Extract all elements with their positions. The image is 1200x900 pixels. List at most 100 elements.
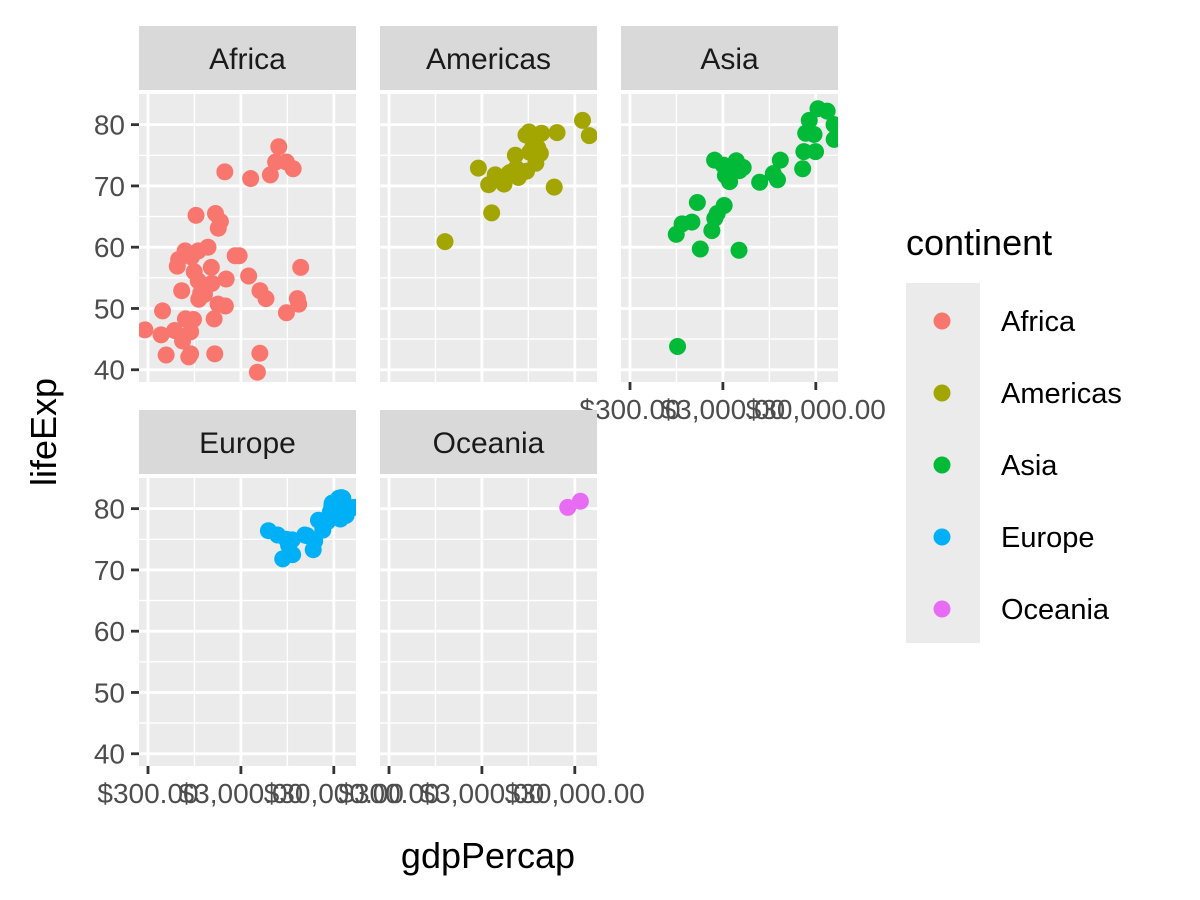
strip-label-americas: Americas	[426, 43, 551, 76]
data-point	[825, 116, 838, 134]
data-point	[251, 344, 269, 362]
data-point	[182, 345, 200, 363]
data-point	[559, 498, 577, 516]
data-point	[248, 363, 266, 381]
data-point	[184, 310, 202, 328]
x-tick-label: $30,000.00	[746, 394, 886, 425]
data-point	[691, 240, 709, 258]
data-point	[571, 492, 589, 510]
data-point	[168, 257, 186, 275]
data-point	[673, 215, 691, 233]
data-point	[727, 152, 745, 170]
data-point	[795, 143, 813, 161]
strip-label-europe: Europe	[199, 427, 296, 460]
panel-africa: Africa 40 50 60 70 80	[94, 26, 356, 386]
points-americas	[436, 111, 597, 251]
grid-americas	[380, 94, 597, 382]
y-tick-label: 50	[94, 293, 125, 324]
data-point	[251, 282, 269, 300]
legend-title: continent	[906, 222, 1052, 263]
points-africa	[139, 138, 310, 381]
data-point	[771, 151, 789, 169]
data-point	[205, 310, 223, 328]
x-tick-label: $300.00	[338, 778, 439, 809]
strip-label-asia: Asia	[700, 43, 759, 76]
data-point	[509, 168, 527, 186]
strip-label-oceania: Oceania	[433, 427, 545, 460]
legend-label: Africa	[1001, 306, 1076, 338]
data-point	[187, 206, 205, 224]
data-point	[524, 138, 542, 156]
data-point	[483, 204, 501, 222]
x-axis-title: gdpPercap	[401, 835, 575, 876]
legend-key	[933, 312, 951, 330]
data-point	[751, 173, 769, 191]
data-point	[242, 170, 260, 188]
strip-label-africa: Africa	[209, 43, 286, 76]
legend-item-asia: Asia	[933, 450, 1058, 482]
data-point	[152, 326, 170, 344]
legend-item-africa: Africa	[933, 306, 1076, 338]
data-point	[545, 178, 563, 196]
data-point	[206, 204, 224, 222]
data-point	[157, 346, 175, 364]
y-tick-label: 60	[94, 232, 125, 263]
y-tick-label: 40	[94, 739, 125, 770]
legend-key	[933, 600, 951, 618]
data-point	[805, 125, 823, 143]
points-oceania	[559, 492, 589, 516]
data-point	[267, 153, 285, 171]
data-point	[306, 532, 324, 550]
data-point	[280, 536, 298, 554]
panel-background-americas	[380, 94, 597, 382]
legend-label: Europe	[1001, 522, 1095, 554]
data-point	[139, 321, 154, 339]
data-point	[173, 282, 191, 300]
data-point	[580, 127, 597, 145]
y-tick-label: 80	[94, 494, 125, 525]
legend: continent Africa Americas Asia Europe Oceani…	[906, 222, 1122, 643]
data-point	[240, 267, 258, 285]
legend-item-oceania: Oceania	[933, 594, 1110, 626]
data-point	[183, 248, 201, 266]
data-point	[190, 290, 208, 308]
data-point	[216, 163, 234, 181]
data-point	[688, 193, 706, 211]
x-tick-label: $3,000.00	[661, 394, 786, 425]
data-point	[764, 165, 782, 183]
data-point	[217, 270, 235, 288]
data-point	[807, 143, 825, 161]
y-tick-label: 70	[94, 555, 125, 586]
legend-label: Oceania	[1001, 594, 1110, 626]
data-point	[809, 100, 827, 118]
grid-africa	[139, 94, 356, 382]
strip-oceania	[380, 410, 597, 474]
panel-asia: Asia$300.00$3,000.00$30,000.00	[579, 26, 886, 425]
data-point	[202, 258, 220, 276]
data-point	[800, 111, 818, 129]
y-tick-label: 60	[94, 616, 125, 647]
legend-label: Americas	[1001, 378, 1122, 410]
data-point	[794, 160, 812, 178]
grid-asia	[621, 94, 838, 382]
x-tick-label: $30,000.00	[264, 778, 404, 809]
data-point	[288, 290, 306, 308]
data-point	[334, 489, 352, 507]
data-point	[486, 166, 504, 184]
data-point	[825, 130, 838, 148]
legend-key	[933, 456, 951, 474]
data-point	[209, 219, 227, 237]
data-point	[154, 302, 172, 320]
y-tick-label: 50	[94, 677, 125, 708]
data-point	[261, 166, 279, 184]
strip-americas	[380, 26, 597, 90]
points-asia	[667, 100, 838, 355]
panel-background-asia	[621, 94, 838, 382]
data-point	[469, 159, 487, 177]
legend-item-europe: Europe	[933, 522, 1095, 554]
points-europe	[259, 489, 356, 568]
x-tick-label: $300.00	[97, 778, 198, 809]
data-point	[548, 124, 566, 142]
legend-key	[933, 384, 951, 402]
